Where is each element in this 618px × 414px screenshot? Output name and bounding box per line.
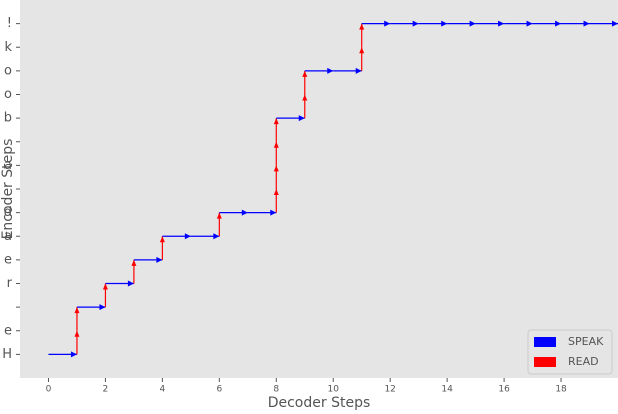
- y-axis-label: Encoder Steps: [0, 139, 16, 240]
- speak-step: [105, 280, 134, 287]
- arrow-head: [327, 67, 334, 74]
- arrow-head: [270, 209, 277, 216]
- y-tick-label: b: [4, 111, 12, 126]
- arrow-head: [526, 20, 533, 27]
- speak-step: [276, 115, 305, 122]
- arrow-head: [131, 259, 137, 266]
- plot-area: [20, 0, 618, 378]
- y-tick-label: d: [4, 205, 12, 220]
- read-step: [273, 141, 279, 166]
- speak-step: [333, 67, 362, 74]
- arrow-head: [441, 20, 448, 27]
- speak-step: [589, 20, 618, 27]
- y-tick-label: e: [4, 252, 12, 267]
- arrow-head: [213, 233, 220, 240]
- arrow-head: [74, 307, 80, 314]
- x-tick-label: 12: [384, 385, 395, 395]
- arrow-head: [359, 47, 365, 54]
- read-step: [159, 236, 165, 260]
- y-tick-label: o: [4, 87, 12, 102]
- arrow-head: [273, 165, 279, 172]
- arrow-head: [102, 283, 108, 290]
- read-step: [302, 70, 308, 95]
- y-tick-label: !: [7, 16, 12, 31]
- y-tick-label: k: [4, 40, 12, 55]
- read-step: [74, 330, 80, 355]
- arrow-head: [99, 304, 106, 311]
- read-step: [74, 307, 80, 331]
- x-tick-label: 4: [160, 385, 166, 395]
- legend-swatch: [534, 337, 556, 347]
- speak-step: [162, 233, 191, 240]
- read-step: [273, 189, 279, 213]
- arrow-head: [127, 280, 134, 287]
- arrow-head: [384, 20, 391, 27]
- x-axis-label: Decoder Steps: [268, 395, 371, 410]
- read-step: [302, 94, 308, 119]
- arrow-head: [583, 20, 590, 27]
- arrow-head: [412, 20, 419, 27]
- x-tick-label: 10: [328, 385, 340, 395]
- x-tick-label: 18: [555, 385, 567, 395]
- read-step: [359, 47, 365, 71]
- speak-step: [133, 256, 163, 263]
- arrow-head: [302, 94, 308, 101]
- speak-step: [247, 209, 277, 216]
- x-tick-label: 14: [441, 385, 453, 395]
- arrow-head: [184, 233, 191, 240]
- arrow-head: [273, 141, 279, 148]
- read-step: [273, 118, 279, 142]
- y-tick-label: a: [4, 158, 12, 173]
- arrow-head: [555, 20, 562, 27]
- speak-step: [532, 20, 562, 27]
- legend-label: SPEAK: [568, 335, 604, 348]
- speak-step: [219, 209, 248, 216]
- speak-step: [390, 20, 419, 27]
- arrow-head: [359, 23, 365, 30]
- x-tick-label: 6: [216, 385, 222, 395]
- arrow-head: [498, 20, 505, 27]
- x-tick-label: 16: [498, 385, 510, 395]
- y-tick-label: a: [4, 229, 12, 244]
- x-tick-label: 8: [273, 385, 279, 395]
- speak-step: [561, 20, 590, 27]
- arrow-head: [273, 189, 279, 195]
- arrow-head: [469, 20, 476, 27]
- speak-step: [361, 20, 391, 27]
- legend-label: READ: [568, 355, 599, 368]
- arrow-head: [298, 115, 305, 122]
- arrow-head: [355, 67, 362, 74]
- legend-swatch: [534, 357, 556, 367]
- x-tick-label: 2: [103, 385, 109, 395]
- speak-step: [418, 20, 448, 27]
- read-step: [102, 283, 108, 308]
- y-tick-label: o: [4, 63, 12, 78]
- arrow-head: [216, 212, 222, 219]
- arrow-head: [302, 70, 308, 77]
- speak-step: [447, 20, 476, 27]
- y-tick-label: e: [4, 323, 12, 338]
- speak-step: [475, 20, 505, 27]
- arrow-head: [273, 118, 279, 125]
- y-tick-label: r: [7, 276, 13, 291]
- speak-step: [504, 20, 533, 27]
- speak-step: [190, 233, 220, 240]
- speak-step: [304, 67, 334, 74]
- arrow-head: [74, 330, 80, 337]
- read-step: [131, 259, 137, 284]
- x-tick-label: 0: [46, 385, 52, 395]
- read-step: [273, 165, 279, 189]
- arrow-head: [159, 236, 165, 243]
- arrow-head: [241, 209, 248, 216]
- arrow-head: [612, 20, 618, 27]
- arrow-head: [156, 256, 163, 263]
- read-step: [216, 212, 222, 237]
- speak-step: [76, 304, 106, 311]
- read-step: [359, 23, 365, 48]
- arrow-head: [70, 351, 77, 358]
- y-tick-label: H: [2, 347, 12, 362]
- speak-step: [48, 351, 77, 358]
